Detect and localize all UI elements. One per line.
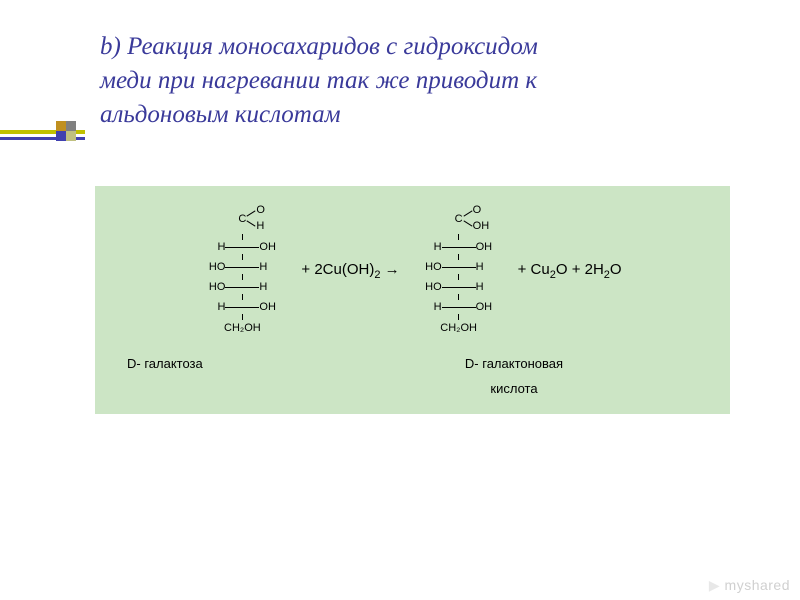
hline xyxy=(442,287,476,288)
reactant-fischer: C O H H OH HO xyxy=(197,208,287,334)
left-sub: HO xyxy=(414,262,442,273)
hline xyxy=(225,267,259,268)
reaction-panel: C O H H OH HO xyxy=(95,186,730,414)
product-label: D- галактоновая кислота xyxy=(429,356,599,396)
bond-slash-down xyxy=(463,221,472,227)
backbone-row: HO H xyxy=(197,260,287,274)
product-molecule: C O OН H OH HO xyxy=(414,208,504,334)
reactant-bottom-group: CH₂OH xyxy=(224,323,261,334)
backbone-row: H OH xyxy=(197,300,287,314)
bond-slash-down xyxy=(247,221,256,227)
slide-title: b) Реакция моносахаридов с гидроксидом м… xyxy=(100,30,760,131)
right-sub: OH xyxy=(259,242,287,253)
right-sub: OH xyxy=(476,302,504,313)
reagent-left-text: + 2Cu(OH) xyxy=(301,261,374,278)
deco-square-4 xyxy=(66,131,76,141)
hline xyxy=(442,307,476,308)
reagent-right-3: O xyxy=(610,261,622,278)
backbone-row: H OH xyxy=(414,300,504,314)
watermark-text: myshared xyxy=(725,577,790,593)
left-sub: H xyxy=(197,302,225,313)
left-sub: H xyxy=(414,302,442,313)
hline xyxy=(225,287,259,288)
hline xyxy=(225,307,259,308)
title-line-1: b) Реакция моносахаридов с гидроксидом xyxy=(100,30,760,64)
reagent-right-2: O + 2H xyxy=(556,261,604,278)
watermark: ▶ myshared xyxy=(709,577,790,594)
product-label-line1: D- галактоновая xyxy=(429,356,599,371)
reactant-molecule: C O H H OH HO xyxy=(197,208,287,334)
reagent-right-1: + Cu xyxy=(518,261,550,278)
cho-h: H xyxy=(256,221,264,232)
reagent-left: + 2Cu(OH)2 → xyxy=(301,261,399,281)
reaction-row: C O H H OH HO xyxy=(113,208,712,334)
right-sub: H xyxy=(476,262,504,273)
left-sub: HO xyxy=(197,262,225,273)
bond-slash-up xyxy=(463,211,472,217)
reagent-right: + Cu2O + 2H2O xyxy=(518,261,622,281)
deco-square-1 xyxy=(56,121,66,131)
left-sub: HO xyxy=(414,282,442,293)
backbone-row: HO H xyxy=(414,260,504,274)
cho-c: C xyxy=(455,214,463,225)
vline xyxy=(242,314,243,320)
bond-slash-up xyxy=(247,211,256,217)
backbone-row: HO H xyxy=(414,280,504,294)
product-top-group: C O OН xyxy=(455,208,463,232)
cho-oh: OН xyxy=(473,221,490,232)
left-sub: H xyxy=(414,242,442,253)
cho-o: O xyxy=(473,205,482,216)
cho-o: O xyxy=(256,205,265,216)
title-line-2: меди при нагревании так же приводит к xyxy=(100,64,760,98)
hline xyxy=(442,267,476,268)
title-line-3: альдоновым кислотам xyxy=(100,98,760,132)
labels-row: D- галактоза D- галактоновая кислота xyxy=(113,356,712,396)
left-sub: HO xyxy=(197,282,225,293)
right-sub: H xyxy=(476,282,504,293)
product-label-line2: кислота xyxy=(429,381,599,396)
right-sub: H xyxy=(259,262,287,273)
slide-container: b) Реакция моносахаридов с гидроксидом м… xyxy=(0,0,800,600)
deco-square-3 xyxy=(56,131,66,141)
cho-c: C xyxy=(238,214,246,225)
product-bottom-group: CH₂OH xyxy=(440,323,477,334)
product-fischer: C O OН H OH HO xyxy=(414,208,504,334)
deco-square-2 xyxy=(66,121,76,131)
right-sub: H xyxy=(259,282,287,293)
arrow: → xyxy=(380,261,399,278)
backbone-row: H OH xyxy=(414,240,504,254)
backbone-row: HO H xyxy=(197,280,287,294)
right-sub: OH xyxy=(259,302,287,313)
right-sub: OH xyxy=(476,242,504,253)
backbone-row: H OH xyxy=(197,240,287,254)
hline xyxy=(442,247,476,248)
hline xyxy=(225,247,259,248)
left-sub: H xyxy=(197,242,225,253)
vline xyxy=(458,314,459,320)
reactant-top-group: C O H xyxy=(238,208,246,232)
reactant-label: D- галактоза xyxy=(127,356,287,371)
